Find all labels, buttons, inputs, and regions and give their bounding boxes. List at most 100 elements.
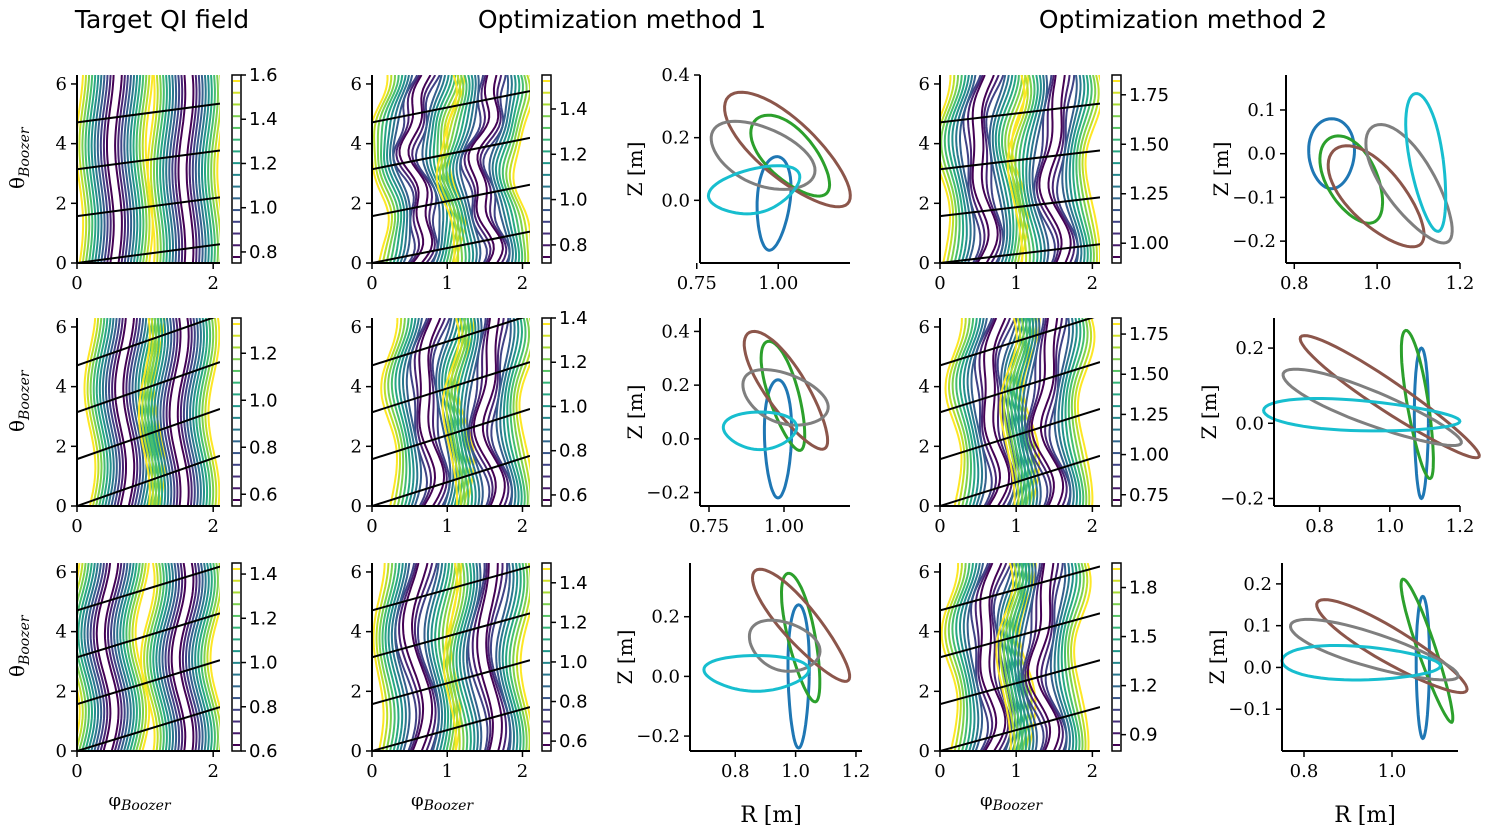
y-tick-label: 2 xyxy=(919,193,930,214)
y-tick-label: 0.0 xyxy=(661,429,690,450)
y-tick-label: 2 xyxy=(351,681,362,702)
contour-line xyxy=(410,563,434,751)
contour-panel-r0-c1: 0 2 4 6 0 1 2 1.4 1.2 1.0 0.8 xyxy=(351,74,588,294)
contour-line xyxy=(498,563,516,751)
contour-line xyxy=(120,75,130,263)
contour-line xyxy=(181,563,198,751)
cross-section-curve xyxy=(1315,598,1469,695)
contour-line xyxy=(398,563,421,751)
field-line xyxy=(372,565,530,612)
contour-line xyxy=(1017,563,1035,751)
cross-section-curve xyxy=(1412,346,1430,501)
colorbar-tick-label: 1.75 xyxy=(1129,85,1169,106)
contour-line xyxy=(394,563,418,751)
y-tick-label: 4 xyxy=(351,622,362,643)
contour-line xyxy=(392,75,414,263)
contour-line xyxy=(512,318,530,506)
contour-line xyxy=(1014,75,1033,263)
colorbar-tick-label: 1.0 xyxy=(249,653,278,674)
contour-line xyxy=(134,563,151,751)
y-tick-label: 4 xyxy=(351,134,362,155)
field-line xyxy=(372,361,530,414)
contour-line xyxy=(156,75,165,263)
contour-line xyxy=(1053,318,1072,506)
contour-line xyxy=(394,318,414,506)
contour-line xyxy=(203,563,220,751)
contour-line xyxy=(384,563,401,751)
contour-lines xyxy=(77,75,220,263)
column-title-method-2: Optimization method 2 xyxy=(1039,5,1327,34)
cross-section-curve xyxy=(1298,334,1481,460)
contour-line xyxy=(1021,75,1039,263)
contour-line xyxy=(426,563,444,751)
contour-line xyxy=(431,318,451,506)
contour-line xyxy=(1013,563,1031,751)
contour-line xyxy=(387,563,404,751)
contour-line xyxy=(1072,75,1090,263)
contour-line xyxy=(508,563,526,751)
x-tick-label: 1.0 xyxy=(1363,273,1392,294)
contour-line xyxy=(210,75,220,263)
x-tick-label: 2 xyxy=(517,516,528,537)
contour-line xyxy=(138,75,148,263)
contour-line xyxy=(455,75,478,263)
contour-line xyxy=(452,318,471,506)
contour-line xyxy=(983,318,1002,506)
contour-line xyxy=(490,318,513,506)
colorbar-tick-label: 0.8 xyxy=(249,437,278,458)
x-axis-subscript: Boozer xyxy=(423,798,475,814)
contour-line xyxy=(955,563,974,751)
contour-line xyxy=(201,318,215,506)
contour-line xyxy=(407,75,434,263)
y-tick-label: 0 xyxy=(56,496,67,517)
contour-line xyxy=(387,318,406,506)
contour-line xyxy=(442,563,459,751)
contour-line xyxy=(1039,318,1065,506)
contour-line xyxy=(1070,563,1089,751)
y-tick-label: 0.0 xyxy=(1243,657,1272,678)
cross-section-curve xyxy=(786,603,811,750)
contour-line xyxy=(491,75,514,263)
field-line xyxy=(940,196,1100,218)
cross-section-curve xyxy=(702,653,811,693)
colorbar-tick-label: 1.2 xyxy=(249,608,278,629)
contour-panel-r1-c2: 0 2 4 6 0 1 2 1.75 1.50 1.25 1.00 0.75 xyxy=(919,317,1170,537)
x-tick-label: 2 xyxy=(207,516,218,537)
contour-line xyxy=(955,318,975,506)
contour-panel-r1-c0: 0 2 4 6 0 2 1.2 1.0 0.8 0.6 θBoozer xyxy=(5,317,278,537)
contour-line xyxy=(204,318,218,506)
contour-line xyxy=(126,75,136,263)
contour-line xyxy=(101,318,115,506)
x-axis-symbol: φ xyxy=(980,790,993,811)
contour-line xyxy=(1017,318,1035,506)
contour-line xyxy=(111,318,125,506)
contour-line xyxy=(1006,75,1026,263)
field-line xyxy=(77,454,220,506)
contour-line xyxy=(140,318,154,506)
contour-line xyxy=(413,563,437,751)
contour-line xyxy=(378,563,394,751)
contour-line xyxy=(134,318,148,506)
contour-line xyxy=(95,318,109,506)
contour-line xyxy=(970,318,988,506)
cross-section-curve xyxy=(1399,577,1455,724)
contour-line xyxy=(1024,563,1048,751)
y-tick-label: 0.0 xyxy=(651,666,680,687)
contour-line xyxy=(979,563,998,751)
y-axis-label: θBoozer xyxy=(5,369,33,432)
contour-line xyxy=(1044,318,1068,506)
x-tick-label: 1 xyxy=(442,761,453,782)
y-tick-label: 4 xyxy=(919,377,930,398)
x-tick-label: 1 xyxy=(1010,516,1021,537)
y-tick-label: 0 xyxy=(919,253,930,274)
colorbar-tick-label: 1.0 xyxy=(249,390,278,411)
contour-line xyxy=(413,318,433,506)
contour-line xyxy=(185,563,201,751)
colorbar-frame xyxy=(231,317,242,507)
contour-line xyxy=(186,318,199,506)
contour-line xyxy=(441,75,465,263)
x-tick-label: 2 xyxy=(1087,761,1098,782)
colorbar-tick-label: 1.2 xyxy=(1129,676,1158,697)
contour-line xyxy=(379,75,400,263)
